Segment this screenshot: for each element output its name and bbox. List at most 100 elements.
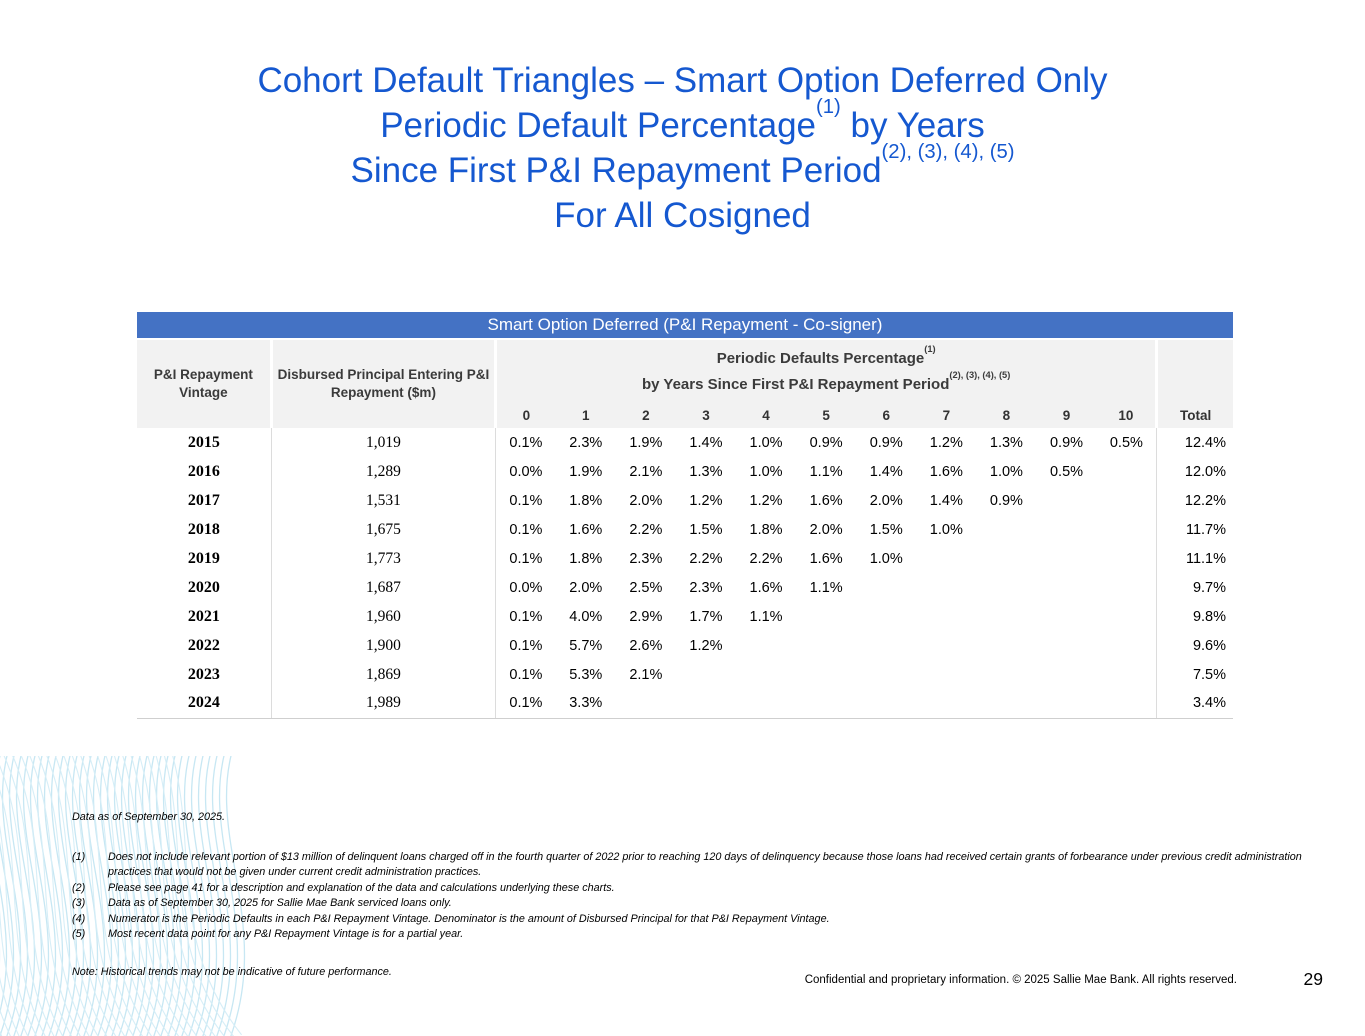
col-group-header-periodic-defaults: Periodic Defaults Percentage(1) by Years… [494,340,1157,402]
periodic-default-cell: 1.0% [749,463,783,480]
col-header-vintage: P&I Repayment Vintage [137,340,272,428]
footnote-text: Most recent data point for any P&I Repay… [108,928,464,940]
periodic-default-cell: 2.1% [629,463,663,480]
periodic-default-cell: 1.0% [929,521,963,538]
disbursed-cell: 1,531 [270,486,496,515]
footnote-list: (1) Does not include relevant portion of … [72,850,1310,943]
periodic-default-cell [916,689,977,719]
periodic-default-cell: 1.9% [629,434,663,451]
vintage-cell: 2023 [187,665,220,683]
periodic-default-cell [856,573,916,602]
disbursed-cell: 1,019 [270,428,496,457]
periodic-default-cell [1036,660,1096,689]
note-line: Note: Historical trends may not be indic… [72,965,392,978]
total-cell: 12.4% [1156,428,1233,457]
periodic-default-cell: 0.5% [1109,434,1143,451]
periodic-default-cell: 2.6% [629,637,663,654]
table-row: 2023 1,869 0.1% 5.3% 2.1% 7.5% [137,660,1233,689]
year-col-header: 3 [675,402,736,428]
periodic-default-cell [1097,660,1157,689]
year-col-header: 4 [736,402,797,428]
total-cell: 11.1% [1156,544,1233,573]
total-cell: 12.2% [1156,486,1233,515]
footnote-number: (1) [72,850,86,863]
periodic-default-cell: 0.9% [1049,434,1084,451]
periodic-default-cell: 2.0% [809,521,843,538]
vintage-cell: 2019 [187,549,220,567]
title-line-3: Since First P&I Repayment Period(2), (3)… [350,141,1015,190]
periodic-default-cell: 0.1% [495,631,556,660]
table-row: 2020 1,687 0.0% 2.0% 2.5% 2.3% 1.6% 1.1% 9.7% [137,573,1233,602]
periodic-default-cell: 2.1% [629,666,663,683]
periodic-default-cell: 0.9% [869,434,903,451]
disbursed-cell: 1,675 [270,515,496,544]
periodic-default-cell: 1.4% [929,492,963,509]
year-col-header: 2 [615,402,676,428]
periodic-default-cell [976,573,1036,602]
periodic-default-cell [1036,486,1096,515]
periodic-default-cell [796,631,856,660]
year-col-header: 0 [494,402,556,428]
footnote-number: (5) [72,928,86,940]
periodic-default-cell [796,660,856,689]
data-as-of-line: Data as of September 30, 2025. [72,811,226,823]
year-col-header: 6 [856,402,917,428]
periodic-default-cell: 2.0% [869,492,903,509]
periodic-default-cell [916,573,976,602]
periodic-default-cell: 2.3% [689,579,723,596]
total-cell: 9.6% [1156,631,1233,660]
periodic-default-cell: 2.2% [689,550,723,567]
year-col-header: 7 [916,402,977,428]
footnote-text: Data as of September 30, 2025 for Sallie… [108,897,452,909]
periodic-default-cell [736,631,796,660]
periodic-default-cell: 1.6% [569,521,603,538]
disbursed-cell: 1,960 [270,602,496,631]
periodic-default-cell [976,515,1036,544]
periodic-default-cell: 1.0% [869,550,903,567]
page-number: 29 [1303,969,1323,989]
periodic-default-cell: 1.8% [569,550,603,567]
periodic-default-cell [675,689,736,719]
periodic-default-cell: 1.6% [809,550,843,567]
periodic-default-cell: 1.1% [809,463,843,480]
periodic-default-cell [916,660,976,689]
year-col-header: 9 [1036,402,1097,428]
periodic-default-cell [1036,631,1096,660]
footnote-number: (4) [72,912,86,925]
periodic-default-cell [856,631,916,660]
periodic-default-cell: 1.2% [689,492,723,509]
footnotes-block: Data as of September 30, 2025. (1) Does n… [72,810,1310,980]
title-line-2: Periodic Default Percentage(1) by Years [380,96,985,145]
vintage-cell: 2020 [187,578,220,596]
periodic-default-cell: 0.1% [495,486,556,515]
table-row: 2018 1,675 0.1% 1.6% 2.2% 1.5% 1.8% 2.0% 1.5% 1.0… [137,515,1233,544]
periodic-default-cell [1097,631,1157,660]
footnote-refs-2345: (2), (3), (4), (5) [949,369,1011,380]
vintage-cell: 2017 [187,491,220,509]
periodic-default-cell: 2.0% [569,579,603,596]
periodic-default-cell: 1.4% [869,463,903,480]
vintage-cell: 2021 [187,607,220,625]
table-row: 2024 1,989 0.1% 3.3% 3.4% [137,689,1233,719]
periodic-default-cell: 0.0% [495,573,556,602]
title-line-4: For All Cosigned [554,196,811,235]
total-header-spacer [1155,340,1233,402]
periodic-default-cell: 1.3% [989,434,1023,451]
periodic-default-cell: 2.0% [629,492,663,509]
periodic-default-cell: 1.1% [749,608,783,625]
page-title: Cohort Default Triangles – Smart Option … [0,58,1365,238]
periodic-default-cell: 1.2% [689,637,723,654]
year-col-header: 1 [555,402,616,428]
confidentiality-statement: Confidential and proprietary information… [804,974,1237,986]
periodic-default-cell [1097,544,1157,573]
footnote-refs-2345: (2), (3), (4), (5) [881,141,1015,164]
periodic-default-cell: 1.7% [689,608,723,625]
periodic-default-cell [1097,486,1157,515]
footnote-text: Numerator is the Periodic Defaults in ea… [108,912,830,925]
vintage-cell: 2015 [187,433,220,451]
periodic-default-cell [976,689,1037,719]
periodic-default-cell: 2.5% [629,579,663,596]
periodic-default-cell [1036,515,1096,544]
periodic-default-cell: 0.9% [809,434,843,451]
periodic-default-cell: 1.5% [869,521,903,538]
